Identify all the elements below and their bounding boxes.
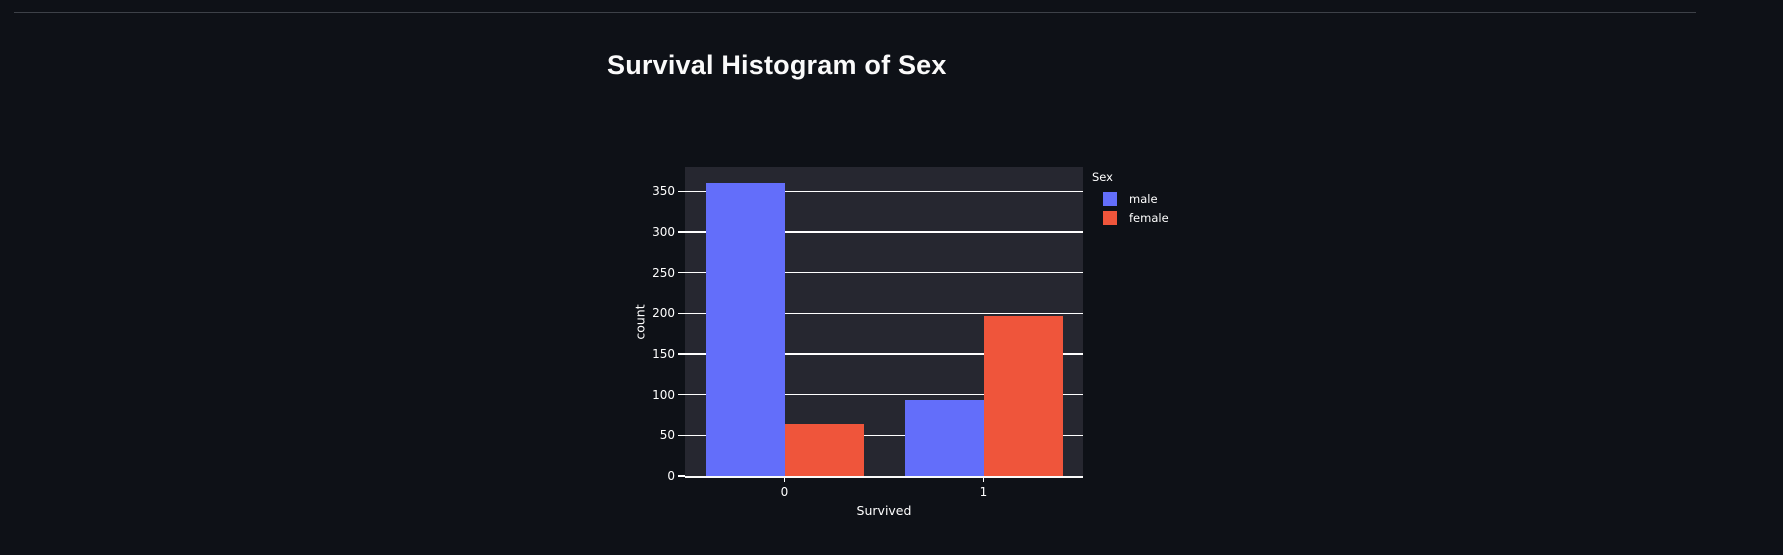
legend: Sex male female (1092, 170, 1169, 227)
gridline (685, 231, 1083, 233)
gridline (685, 271, 1083, 274)
y-tick-mark (678, 231, 685, 233)
y-tick-label: 50 (659, 428, 675, 443)
y-tick-label: 350 (652, 184, 675, 199)
gridline (685, 190, 1083, 193)
y-tick-mark (678, 353, 685, 355)
y-axis-title: count (632, 304, 648, 340)
gridline (685, 312, 1083, 315)
legend-title: Sex (1092, 170, 1113, 184)
legend-item-female: female (1092, 208, 1169, 227)
bar-male-1 (904, 400, 984, 476)
y-tick-label: 0 (667, 469, 675, 483)
x-axis-title: Survived (856, 503, 912, 518)
y-tick-mark (678, 434, 685, 437)
male-swatch (1103, 191, 1117, 206)
y-tick-mark (678, 475, 685, 477)
legend-items: male female (1092, 189, 1169, 227)
y-tick-mark (678, 271, 685, 274)
x-tick-mark (982, 478, 985, 482)
x-axis-line (685, 476, 1083, 478)
legend-label: male (1129, 191, 1158, 206)
x-tick-label: 1 (979, 485, 988, 499)
y-tick-label: 100 (652, 387, 675, 402)
bar-female-0 (784, 423, 864, 476)
page-title: Survival Histogram of Sex (607, 50, 947, 80)
y-tick-mark (678, 312, 685, 315)
bar-male-0 (705, 183, 785, 476)
legend-label: female (1129, 210, 1169, 225)
gridline (685, 434, 1083, 437)
y-tick-label: 150 (652, 347, 675, 362)
gridline (685, 393, 1083, 396)
legend-item-male: male (1092, 189, 1169, 208)
gridline (685, 353, 1083, 355)
y-tick-mark (678, 393, 685, 396)
female-swatch (1103, 210, 1117, 225)
y-tick-label: 300 (652, 225, 675, 240)
bar-female-1 (983, 315, 1063, 476)
plot-area (685, 167, 1083, 476)
x-tick-label: 0 (780, 485, 789, 499)
y-tick-label: 200 (652, 306, 675, 321)
top-divider (14, 12, 1696, 13)
y-tick-label: 250 (652, 265, 675, 280)
y-tick-mark (678, 190, 685, 193)
x-tick-mark (783, 478, 786, 482)
